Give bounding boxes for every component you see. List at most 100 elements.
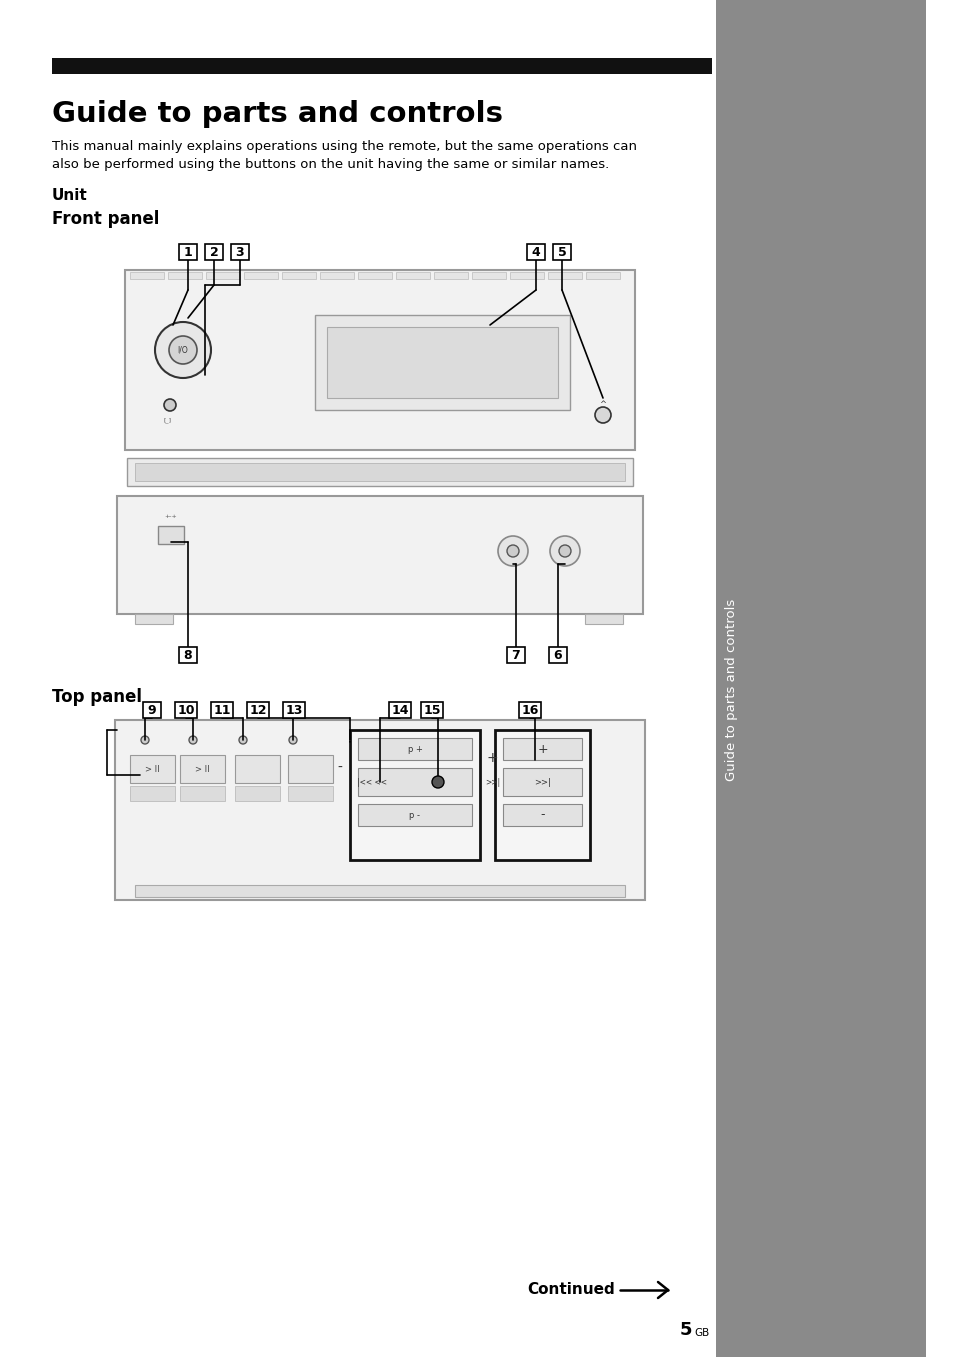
Bar xyxy=(472,271,505,280)
Bar xyxy=(52,58,711,75)
Bar xyxy=(117,497,642,613)
Bar xyxy=(135,613,172,624)
Bar xyxy=(495,730,589,860)
Text: I/O: I/O xyxy=(177,346,188,354)
Text: ^: ^ xyxy=(598,399,606,408)
Bar xyxy=(506,647,524,664)
Bar xyxy=(135,885,624,897)
Bar xyxy=(547,271,581,280)
Bar xyxy=(205,244,223,261)
Text: 9: 9 xyxy=(148,703,156,716)
Bar xyxy=(211,702,233,718)
Bar xyxy=(143,702,161,718)
Bar xyxy=(115,721,644,900)
Text: 14: 14 xyxy=(391,703,408,716)
Text: |<< <<: |<< << xyxy=(356,778,387,787)
Bar xyxy=(357,738,472,760)
Text: -: - xyxy=(539,809,544,821)
Bar xyxy=(350,730,479,860)
Bar xyxy=(526,244,544,261)
Text: 4: 4 xyxy=(531,246,539,258)
Bar xyxy=(180,786,225,801)
Bar xyxy=(502,768,581,797)
Text: 16: 16 xyxy=(520,703,538,716)
Bar xyxy=(135,463,624,480)
Bar xyxy=(288,786,333,801)
Circle shape xyxy=(558,546,571,556)
Text: +: + xyxy=(486,750,497,765)
Bar xyxy=(130,754,174,783)
Bar xyxy=(434,271,468,280)
Bar xyxy=(288,754,333,783)
Bar xyxy=(553,244,571,261)
Text: Top panel: Top panel xyxy=(52,688,142,706)
Text: Continued: Continued xyxy=(527,1282,615,1297)
Text: 7: 7 xyxy=(511,649,519,661)
Bar xyxy=(518,702,540,718)
Bar xyxy=(420,702,442,718)
Text: .: . xyxy=(348,733,352,744)
Bar xyxy=(125,270,635,451)
Text: 5: 5 xyxy=(558,246,566,258)
Bar xyxy=(174,702,196,718)
Text: 12: 12 xyxy=(249,703,267,716)
Text: 13: 13 xyxy=(285,703,302,716)
Circle shape xyxy=(141,735,149,744)
Circle shape xyxy=(289,735,296,744)
Bar xyxy=(389,702,411,718)
Bar xyxy=(130,786,174,801)
Text: 1: 1 xyxy=(183,246,193,258)
Bar xyxy=(502,738,581,760)
Bar xyxy=(395,271,430,280)
Bar xyxy=(510,271,543,280)
Circle shape xyxy=(595,407,610,423)
Bar xyxy=(283,702,305,718)
Text: also be performed using the buttons on the unit having the same or similar names: also be performed using the buttons on t… xyxy=(52,157,609,171)
Circle shape xyxy=(506,546,518,556)
Circle shape xyxy=(432,776,443,788)
Text: >>|: >>| xyxy=(534,778,551,787)
Circle shape xyxy=(154,322,211,379)
Bar xyxy=(130,271,164,280)
Bar xyxy=(127,459,633,486)
Text: Unit: Unit xyxy=(52,189,88,204)
Text: 15: 15 xyxy=(423,703,440,716)
Bar xyxy=(247,702,269,718)
Text: > II: > II xyxy=(145,764,159,773)
Text: -: - xyxy=(337,761,342,775)
Bar xyxy=(180,754,225,783)
Text: [_]: [_] xyxy=(164,417,172,422)
Text: 8: 8 xyxy=(184,649,193,661)
Text: p +: p + xyxy=(407,745,422,753)
Text: p -: p - xyxy=(409,810,420,820)
Bar xyxy=(357,271,392,280)
Bar xyxy=(925,0,953,1357)
Circle shape xyxy=(164,399,175,411)
Text: This manual mainly explains operations using the remote, but the same operations: This manual mainly explains operations u… xyxy=(52,140,637,153)
Bar xyxy=(327,327,558,398)
Bar xyxy=(585,271,619,280)
Text: 6: 6 xyxy=(553,649,561,661)
Text: +-+: +-+ xyxy=(165,513,177,518)
Bar xyxy=(179,244,196,261)
Bar xyxy=(158,527,184,544)
Circle shape xyxy=(239,735,247,744)
Bar xyxy=(244,271,277,280)
Text: Guide to parts and controls: Guide to parts and controls xyxy=(724,598,738,782)
Circle shape xyxy=(189,735,196,744)
Text: 2: 2 xyxy=(210,246,218,258)
Bar xyxy=(548,647,566,664)
Bar xyxy=(234,786,280,801)
Text: 11: 11 xyxy=(213,703,231,716)
Bar xyxy=(234,754,280,783)
Bar xyxy=(319,271,354,280)
Text: Guide to parts and controls: Guide to parts and controls xyxy=(52,100,502,128)
Text: +: + xyxy=(537,742,547,756)
Bar xyxy=(716,0,925,1357)
Circle shape xyxy=(497,536,527,566)
Bar xyxy=(168,271,202,280)
Bar xyxy=(179,647,196,664)
Text: 3: 3 xyxy=(235,246,244,258)
Bar xyxy=(357,803,472,826)
Text: >>|: >>| xyxy=(484,778,499,787)
